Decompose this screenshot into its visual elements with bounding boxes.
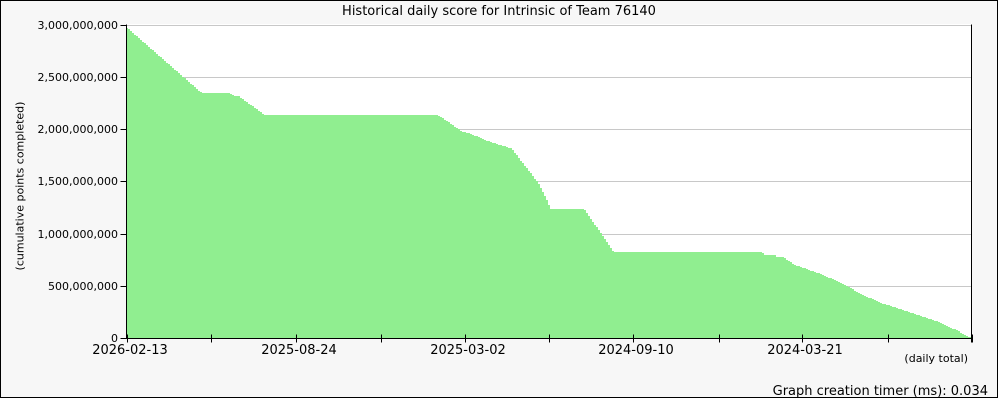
y-tick-label: 2,000,000,000 [37,123,118,136]
x-axis-note: (daily total) [904,352,968,365]
x-tick-label: 2025-03-02 [430,343,506,358]
y-tick-label: 2,500,000,000 [37,71,118,84]
y-tick-label: 500,000,000 [48,280,118,293]
graph-timer-note: Graph creation timer (ms): 0.034 [772,384,988,398]
y-tick-label: 0 [111,332,118,345]
y-tick-label: 1,000,000,000 [37,228,118,241]
chart-title: Historical daily score for Intrinsic of … [342,4,656,19]
x-tick-label: 2025-08-24 [261,343,337,358]
y-tick-label: 1,500,000,000 [37,175,118,188]
x-tick-label: 2024-09-10 [598,343,674,358]
x-tick-label: 2026-02-13 [92,343,168,358]
area-series-cumulative-score [126,28,972,338]
x-tick-label: 2024-03-21 [767,343,843,358]
y-tick-label: 3,000,000,000 [37,19,118,32]
